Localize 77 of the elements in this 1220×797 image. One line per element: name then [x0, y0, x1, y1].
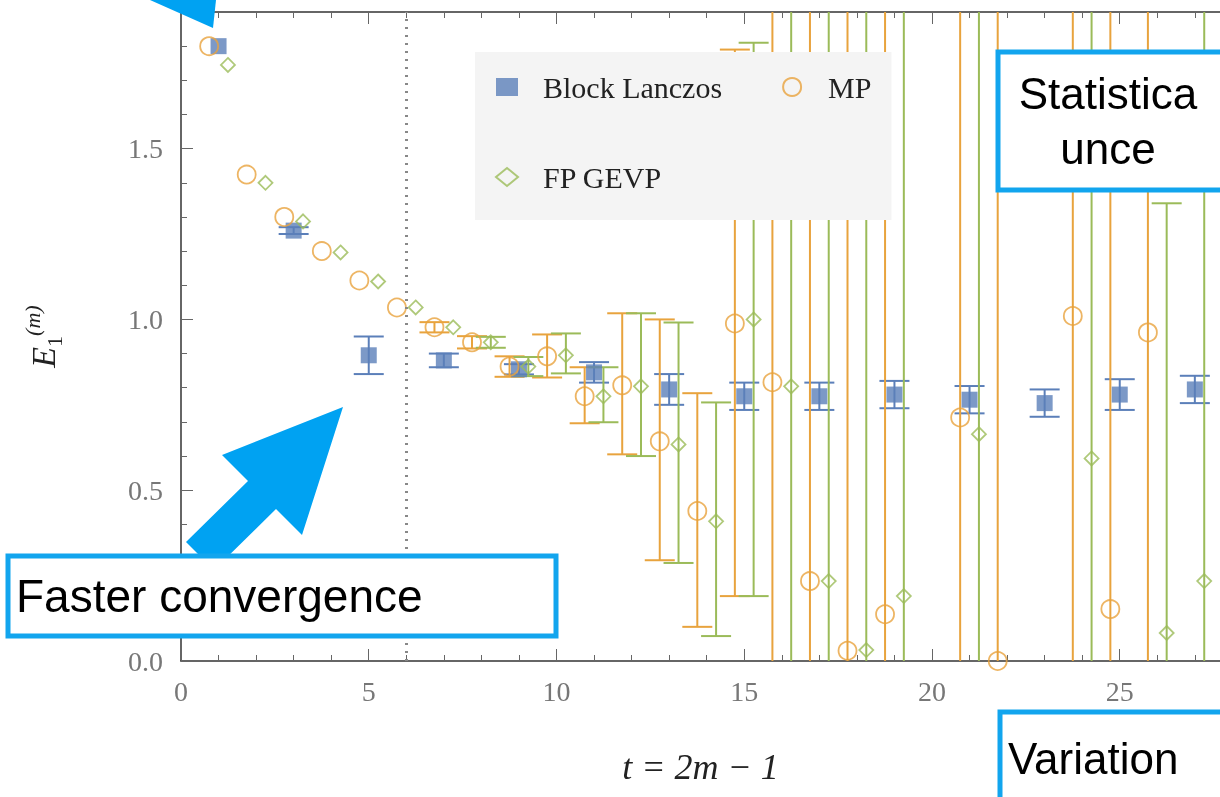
point	[1138, 322, 1158, 343]
point	[199, 36, 220, 57]
point	[349, 270, 370, 291]
point	[961, 391, 978, 408]
point	[435, 352, 452, 369]
point	[586, 364, 603, 381]
point	[633, 378, 649, 395]
point	[311, 241, 332, 261]
point	[295, 213, 311, 230]
x-axis-title: t = 2m − 1	[622, 747, 779, 787]
x-tick-label: 15	[730, 675, 759, 707]
y-tick-label: 0.0	[128, 645, 163, 677]
point	[520, 358, 537, 375]
point	[1100, 599, 1121, 619]
point	[445, 319, 462, 336]
point	[895, 588, 912, 604]
point	[236, 164, 257, 185]
point	[724, 313, 745, 334]
point	[1158, 625, 1175, 641]
point	[800, 571, 820, 591]
point	[612, 375, 633, 396]
x-tick-label: 25	[1105, 675, 1134, 707]
point	[285, 222, 302, 239]
point	[407, 299, 424, 316]
point	[886, 386, 903, 403]
point	[360, 347, 377, 364]
y-axis-title: E1(m)	[19, 305, 67, 369]
point	[557, 347, 574, 364]
point	[462, 332, 482, 353]
point	[820, 573, 837, 589]
point	[875, 604, 895, 625]
point	[649, 431, 670, 452]
point	[670, 436, 687, 453]
annotation: Statistica unce	[1018, 69, 1198, 173]
point	[1196, 573, 1213, 589]
y-tick-label: 1.0	[128, 303, 163, 335]
point	[387, 297, 407, 318]
point	[971, 426, 987, 443]
legend-label: Block Lanczos	[543, 70, 723, 104]
legend-label: FP GEVP	[543, 160, 662, 194]
x-tick-label: 0	[174, 675, 188, 707]
point	[783, 378, 800, 395]
point	[837, 640, 858, 661]
y-tick-label: 1.5	[128, 133, 163, 165]
point	[687, 501, 708, 521]
point	[987, 651, 1008, 671]
point	[220, 57, 236, 73]
text: Variation	[1008, 733, 1179, 783]
x-tick-label: 10	[542, 675, 571, 707]
point	[1186, 381, 1203, 398]
y-tick-label: 0.5	[128, 474, 163, 506]
point	[745, 311, 762, 328]
point	[950, 407, 971, 428]
point	[661, 381, 678, 398]
point	[736, 388, 753, 405]
x-tick-label: 5	[361, 675, 376, 707]
point	[708, 513, 724, 530]
point	[537, 346, 558, 367]
point	[274, 207, 295, 227]
point	[482, 334, 499, 351]
point	[424, 317, 445, 338]
point	[595, 388, 612, 405]
point	[332, 244, 349, 261]
point	[1083, 450, 1100, 467]
x-tick-label: 20	[917, 675, 946, 707]
point	[574, 386, 595, 407]
point	[762, 372, 783, 393]
annotation: Faster convergence	[16, 570, 423, 622]
point	[1111, 386, 1128, 403]
point	[1062, 306, 1083, 326]
point	[811, 388, 828, 405]
point	[370, 273, 387, 290]
point	[1036, 395, 1053, 412]
point	[499, 356, 520, 377]
point	[257, 174, 274, 191]
point	[858, 642, 875, 658]
legend-label: MP	[828, 70, 872, 104]
